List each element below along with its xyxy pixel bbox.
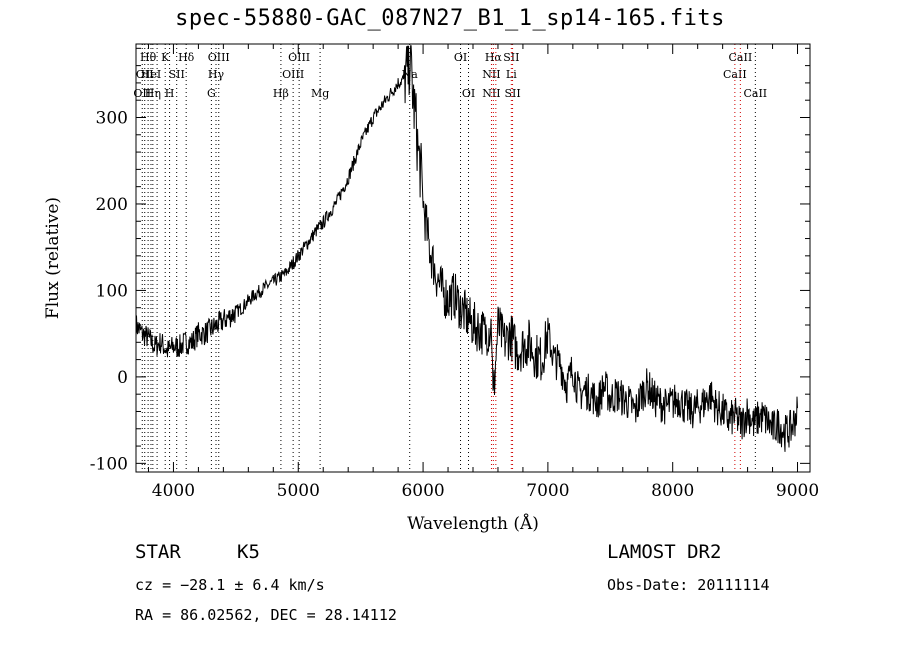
spectral-line-label: OII — [133, 87, 151, 100]
spectral-line-label: Mg — [311, 87, 329, 100]
spectral-line-label: OIII — [282, 68, 304, 81]
y-tick-label: -100 — [90, 454, 128, 474]
spectral-line-label: Hγ — [208, 68, 225, 81]
spectral-line-label: Hη — [145, 87, 161, 100]
plot-frame — [135, 43, 811, 473]
y-tick-label: 0 — [117, 368, 128, 388]
spectrum-line — [135, 45, 798, 452]
spectral-line-label: NII — [482, 87, 500, 100]
spectral-line-label: K — [161, 51, 170, 64]
spectral-line-label: Hθ — [140, 51, 157, 64]
x-tick-label: 7000 — [526, 481, 569, 501]
y-tick-label: 300 — [96, 108, 128, 128]
spectral-line-label: HeI — [141, 68, 161, 81]
x-axis-label: Wavelength (Å) — [407, 513, 539, 534]
x-tick-label: 6000 — [401, 481, 444, 501]
spectral-line-label: Hα — [485, 51, 503, 64]
redshift-cz: cz = −28.1 ± 6.4 km/s — [135, 576, 325, 594]
spectral-line-label: Hβ — [273, 87, 289, 100]
x-tick-label: 5000 — [277, 481, 320, 501]
spectral-line-label: G — [207, 87, 216, 100]
spectral-line-label: OIII — [288, 51, 310, 64]
y-tick-label: 100 — [96, 281, 128, 301]
spectral-line-label: CaII — [743, 87, 767, 100]
spectral-line-label: SII — [504, 87, 520, 100]
survey-name: LAMOST DR2 — [607, 541, 722, 563]
x-tick-label: 4000 — [152, 481, 195, 501]
spectral-line-label: OI — [454, 51, 467, 64]
spectral-line-label: Li — [506, 68, 517, 81]
object-class: STAR — [135, 541, 181, 563]
spectral-line-label: Hδ — [178, 51, 195, 64]
spectral-line-label: OI — [462, 87, 475, 100]
ra-dec: RA = 86.02562, DEC = 28.14112 — [135, 606, 397, 624]
y-axis-label: Flux (relative) — [43, 197, 63, 319]
spectral-line-label: H — [165, 87, 175, 100]
spectral-line-label: SII — [503, 51, 519, 64]
spectral-line-label: SII — [169, 68, 185, 81]
x-tick-label: 8000 — [651, 481, 694, 501]
spectral-line-label: OIII — [208, 51, 230, 64]
object-subclass: K5 — [237, 541, 260, 563]
spectral-line-label: CaII — [723, 68, 747, 81]
spectral-line-label: NII — [482, 68, 500, 81]
x-tick-label: 9000 — [776, 481, 819, 501]
spectral-line-label: OII — [136, 68, 154, 81]
chart-title: spec-55880-GAC_087N27_B1_1_sp14-165.fits — [175, 6, 725, 31]
spectral-line-label: CaII — [729, 51, 753, 64]
y-tick-label: 200 — [96, 195, 128, 215]
obs-date: Obs-Date: 20111114 — [607, 576, 770, 594]
